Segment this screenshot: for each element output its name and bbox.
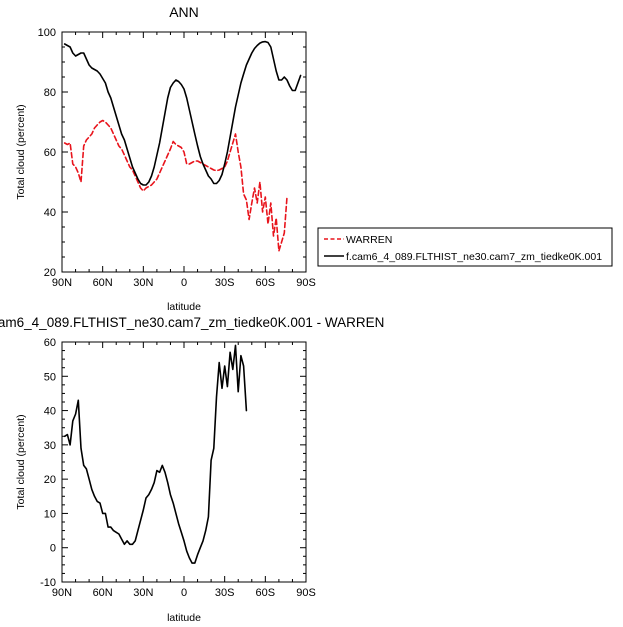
y-tick-label-diff-7: 60 [44, 337, 56, 349]
x-tick-label-top-0: 90N [52, 277, 72, 289]
x-tick-label-diff-1: 60N [93, 587, 113, 599]
x-tick-label-top-4: 30S [215, 277, 235, 289]
legend: WARREN f.cam6_4_089.FLTHIST_ne30.cam7_zm… [317, 227, 613, 267]
legend-label-warren: WARREN [346, 234, 392, 246]
panel-bottom: f.cam6_4_089.FLTHIST_ne30.cam7_zm_tiedke… [0, 315, 384, 624]
y-tick-label-top-0: 20 [44, 267, 56, 279]
y-tick-label-top-2: 60 [44, 147, 56, 159]
legend-label-model: f.cam6_4_089.FLTHIST_ne30.cam7_zm_tiedke… [346, 251, 602, 263]
chart-title-diff: f.cam6_4_089.FLTHIST_ne30.cam7_zm_tiedke… [0, 315, 384, 330]
x-axis-label-diff: latitude [167, 612, 201, 624]
x-tick-label-diff-0: 90N [52, 587, 72, 599]
x-tick-label-diff-3: 0 [181, 587, 187, 599]
axis-ticks-diff: 90N 60N 30N 0 30S 60S 90S -10 0 10 20 30 40 50 60 [40, 337, 316, 599]
series-line-top-0 [63, 119, 288, 252]
y-axis-label-diff: Total cloud (percent) [15, 414, 27, 509]
y-tick-label-top-4: 100 [38, 27, 56, 39]
y-axis-label: Total cloud (percent) [15, 104, 27, 199]
y-tick-label-top-1: 40 [44, 207, 56, 219]
panel-top: ANN Total cloud (percent) latitude 90N 60… [15, 4, 316, 313]
plot-area-diff [63, 344, 248, 564]
x-tick-label-top-3: 0 [181, 277, 187, 289]
y-tick-label-diff-2: 10 [44, 508, 56, 520]
chart-title: ANN [169, 4, 199, 20]
plot-frame-diff [61, 341, 307, 583]
y-tick-label-diff-5: 40 [44, 406, 56, 418]
x-axis-label: latitude [167, 301, 201, 313]
y-tick-label-diff-1: 0 [50, 543, 56, 555]
axis-ticks: 90N 60N 30N 0 30S 60S 90S 20 40 60 80 100 [38, 27, 316, 289]
legend-box [317, 227, 613, 267]
x-tick-label-top-2: 30N [133, 277, 153, 289]
y-tick-label-diff-6: 50 [44, 371, 56, 383]
y-tick-label-diff-3: 20 [44, 474, 56, 486]
y-tick-label-diff-4: 30 [44, 440, 56, 452]
x-tick-label-top-1: 60N [93, 277, 113, 289]
x-tick-label-top-6: 90S [296, 277, 316, 289]
x-tick-label-diff-6: 90S [296, 587, 316, 599]
x-tick-label-diff-4: 30S [215, 587, 235, 599]
plot-frame [61, 31, 307, 273]
series-line-top-1 [63, 40, 302, 186]
series-line-diff-0 [63, 344, 248, 564]
y-tick-label-top-3: 80 [44, 87, 56, 99]
x-tick-label-diff-5: 60S [256, 587, 276, 599]
y-tick-label-diff-0: -10 [40, 577, 56, 589]
x-tick-label-top-5: 60S [256, 277, 276, 289]
x-tick-label-diff-2: 30N [133, 587, 153, 599]
plot-area [63, 40, 302, 252]
